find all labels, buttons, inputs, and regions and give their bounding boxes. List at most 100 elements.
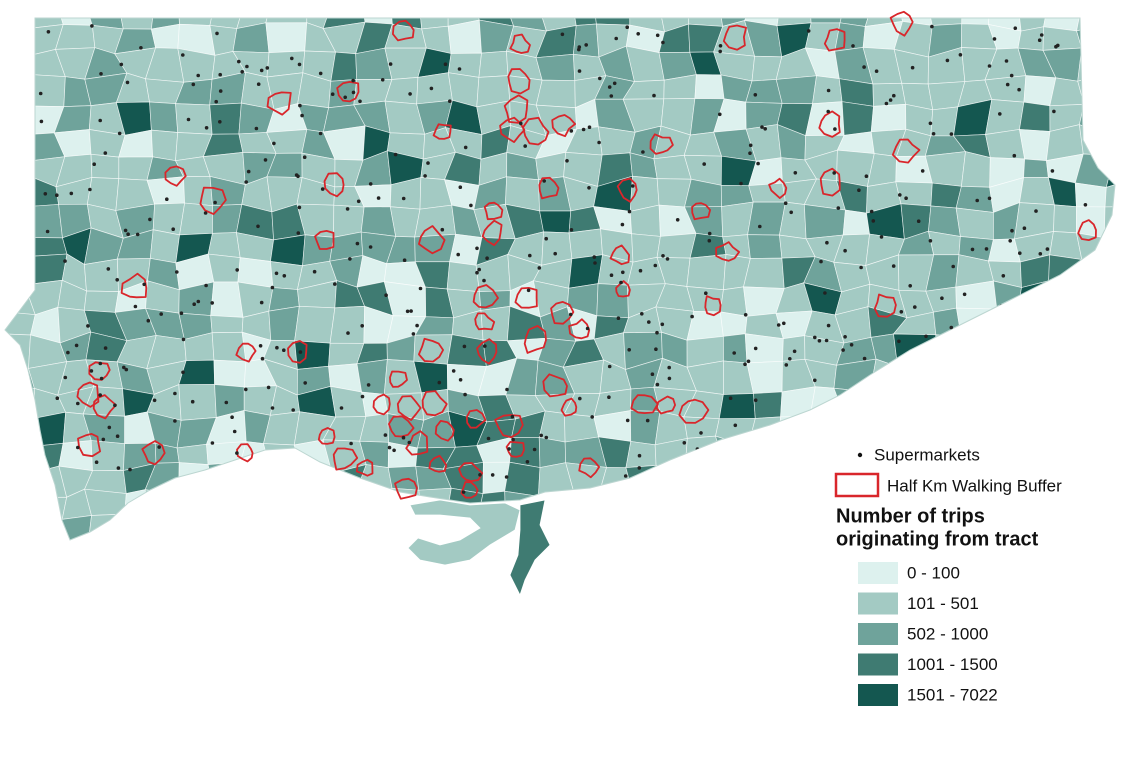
- tract: [745, 79, 783, 104]
- tract: [178, 384, 217, 421]
- supermarket-dot: [204, 283, 208, 288]
- tract: [216, 541, 247, 577]
- supermarket-dot: [526, 288, 531, 293]
- tract: [5, 18, 30, 29]
- supermarket-dot: [640, 312, 644, 316]
- supermarket-dot: [819, 259, 823, 264]
- legend: Supermarkets Half Km Walking Buffer Numb…: [834, 445, 1062, 706]
- supermarket-dot: [181, 53, 185, 57]
- supermarket-dot: [1077, 281, 1081, 285]
- tract: [147, 546, 186, 576]
- supermarket-dot: [128, 467, 132, 472]
- tract: [931, 410, 963, 438]
- legend-label: 101 - 501: [907, 594, 979, 613]
- supermarket-dot: [1029, 398, 1033, 403]
- supermarket-dot: [99, 376, 104, 381]
- tract: [207, 232, 241, 259]
- tract: [235, 496, 278, 518]
- supermarket-dot: [763, 127, 767, 131]
- tract: [713, 514, 756, 540]
- supermarket-dot: [888, 98, 893, 102]
- supermarket-dot: [718, 44, 723, 48]
- tract: [955, 207, 994, 240]
- tract: [1077, 47, 1108, 82]
- tract: [1106, 541, 1140, 574]
- supermarket-dot: [753, 93, 758, 97]
- supermarket-dot: [237, 59, 241, 64]
- tract: [360, 206, 397, 237]
- tract: [1135, 516, 1140, 551]
- supermarket-dot: [625, 25, 629, 30]
- tract: [1106, 21, 1115, 58]
- supermarket-dot: [607, 395, 611, 400]
- tract: [930, 106, 959, 137]
- supermarket-dot: [1039, 33, 1044, 37]
- tract: [935, 390, 964, 421]
- tract: [334, 576, 362, 602]
- supermarket-dot: [597, 140, 601, 145]
- supermarket-dot: [852, 407, 856, 412]
- supermarket-dot: [751, 458, 755, 462]
- supermarket-dot: [256, 224, 260, 229]
- supermarket-dot: [270, 406, 275, 410]
- walking-buffer: [823, 28, 846, 52]
- supermarket-dot: [355, 241, 360, 246]
- tract: [806, 548, 840, 572]
- supermarket-dot: [66, 350, 70, 355]
- supermarket-dot: [157, 445, 161, 449]
- tract: [117, 18, 156, 30]
- supermarket-dot: [345, 207, 350, 211]
- supermarket-dot: [519, 121, 523, 126]
- supermarket-dot: [505, 387, 509, 392]
- supermarket-dot: [899, 310, 904, 314]
- tract: [58, 570, 87, 598]
- tract: [5, 74, 30, 108]
- supermarket-dot: [440, 227, 445, 232]
- tract: [361, 518, 396, 540]
- supermarket-dot: [584, 43, 588, 47]
- supermarket-dot: [962, 292, 967, 297]
- supermarket-dot: [776, 323, 781, 327]
- tract: [1019, 390, 1057, 416]
- tract: [782, 335, 806, 362]
- tract: [1105, 515, 1115, 540]
- supermarket-dot: [115, 278, 119, 282]
- tract: [84, 488, 127, 516]
- walking-buffer: [494, 414, 524, 439]
- supermarket-dot: [159, 312, 163, 316]
- tract: [1016, 442, 1046, 474]
- tract: [753, 488, 788, 518]
- supermarket-dot: [43, 192, 48, 196]
- supermarket-dot: [851, 44, 855, 48]
- supermarket-dot: [457, 67, 462, 71]
- tract: [1077, 334, 1113, 362]
- supermarket-dot: [330, 92, 335, 96]
- tract: [1043, 435, 1084, 475]
- tract: [90, 440, 126, 472]
- tract: [25, 546, 60, 573]
- tract: [804, 441, 837, 469]
- tract: [834, 22, 866, 52]
- supermarket-dot: [360, 324, 365, 328]
- tract: [5, 46, 32, 79]
- supermarket-dot: [1037, 38, 1042, 42]
- supermarket-dot: [461, 490, 466, 494]
- tract: [186, 571, 216, 598]
- supermarket-dot: [813, 335, 817, 340]
- supermarket-dot: [743, 313, 748, 317]
- tract: [1136, 22, 1140, 50]
- supermarket-dot: [46, 30, 51, 34]
- supermarket-dot: [139, 46, 143, 50]
- tract: [25, 570, 67, 596]
- tract: [5, 237, 35, 263]
- tract: [205, 493, 243, 518]
- walking-buffer: [551, 114, 576, 138]
- supermarket-dot: [826, 109, 830, 114]
- tract: [634, 571, 666, 595]
- supermarket-dot: [859, 265, 863, 270]
- tract: [983, 566, 1026, 599]
- supermarket-dot: [949, 325, 954, 330]
- walking-buffer: [421, 390, 448, 417]
- walking-buffer: [891, 138, 921, 164]
- supermarket-dot: [592, 255, 597, 259]
